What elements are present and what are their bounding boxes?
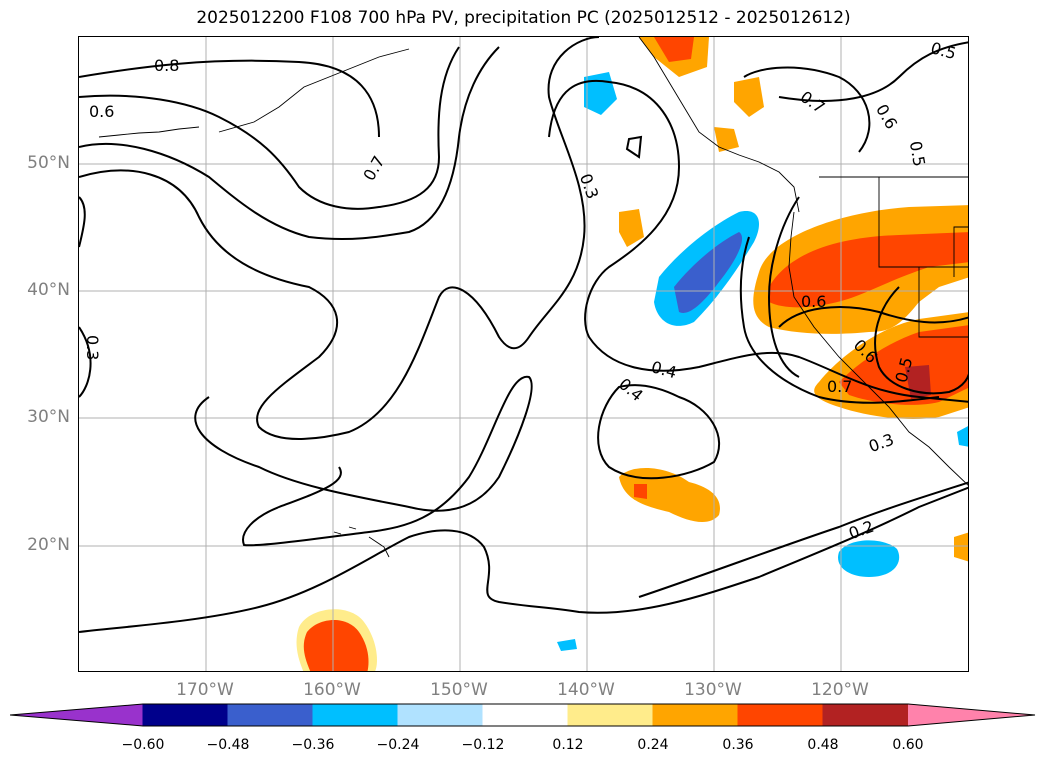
contour-label: 0.7 bbox=[359, 153, 388, 185]
colorbar-tick-label: −0.60 bbox=[121, 737, 165, 753]
map-title: 2025012200 F108 700 hPa PV, precipitatio… bbox=[196, 8, 851, 28]
contour-label: 0.8 bbox=[154, 56, 179, 75]
colorbar bbox=[10, 703, 1036, 727]
colorbar-segment bbox=[567, 703, 654, 727]
colorbar-tick-label: −0.12 bbox=[461, 737, 505, 753]
lat-label: 30°N bbox=[27, 407, 70, 427]
map-canvas: 0.8 0.6 0.7 0.3 0.7 0.6 0.5 0.5 0.6 0.6 … bbox=[79, 37, 968, 671]
lon-label: 140°W bbox=[557, 680, 615, 700]
colorbar-segment bbox=[312, 703, 399, 727]
map-panel: 0.8 0.6 0.7 0.3 0.7 0.6 0.5 0.5 0.6 0.6 … bbox=[78, 36, 969, 672]
colorbar-segment bbox=[227, 703, 314, 727]
pv-contours bbox=[79, 37, 968, 633]
contour-label: 0.3 bbox=[83, 335, 102, 360]
colorbar-extend-min bbox=[10, 704, 143, 726]
contour-label: 0.5 bbox=[906, 140, 929, 168]
lat-label: 40°N bbox=[27, 280, 70, 300]
graticule bbox=[79, 37, 968, 671]
colorbar-extend-max bbox=[908, 704, 1035, 726]
colorbar-tick-label: 0.48 bbox=[807, 737, 839, 753]
colorbar-segment bbox=[142, 703, 229, 727]
lon-label: 150°W bbox=[430, 680, 488, 700]
colorbar-segment bbox=[397, 703, 484, 727]
colorbar-segment bbox=[652, 703, 739, 727]
lat-label: 20°N bbox=[27, 535, 70, 555]
precip-shading-positive bbox=[296, 37, 968, 671]
colorbar-tick-label: −0.24 bbox=[376, 737, 420, 753]
contour-label: 0.3 bbox=[576, 171, 603, 201]
colorbar-segment bbox=[737, 703, 824, 727]
contour-label: 0.7 bbox=[797, 87, 829, 117]
colorbar-tick-label: −0.48 bbox=[206, 737, 250, 753]
colorbar-tick-label: 0.24 bbox=[637, 737, 669, 753]
contour-label: 0.6 bbox=[801, 292, 826, 311]
lon-label: 160°W bbox=[303, 680, 361, 700]
contour-label: 0.2 bbox=[846, 517, 876, 544]
contour-label: 0.4 bbox=[649, 357, 679, 382]
colorbar-tick-label: 0.60 bbox=[892, 737, 924, 753]
precip-shading-negative bbox=[557, 72, 968, 651]
lat-label: 50°N bbox=[27, 153, 70, 173]
contour-label: 0.7 bbox=[827, 377, 852, 396]
contour-label: 0.3 bbox=[866, 430, 896, 457]
lon-label: 170°W bbox=[176, 680, 234, 700]
contour-label: 0.5 bbox=[929, 38, 959, 63]
colorbar-segment bbox=[822, 703, 909, 727]
lon-label: 130°W bbox=[684, 680, 742, 700]
colorbar-tick-label: 0.36 bbox=[722, 737, 754, 753]
lon-label: 120°W bbox=[811, 680, 869, 700]
contour-label: 0.6 bbox=[89, 102, 114, 121]
colorbar-tick-label: −0.36 bbox=[291, 737, 335, 753]
contour-label: 0.4 bbox=[615, 374, 647, 405]
contour-label: 0.6 bbox=[872, 101, 901, 133]
colorbar-tick-label: 0.12 bbox=[552, 737, 584, 753]
coastlines bbox=[98, 37, 968, 558]
colorbar-segment bbox=[482, 703, 569, 727]
